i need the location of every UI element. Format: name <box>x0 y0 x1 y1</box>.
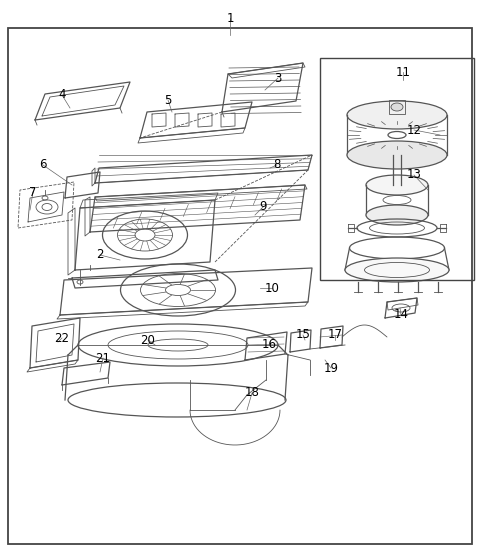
Ellipse shape <box>366 205 428 225</box>
Bar <box>389 100 405 114</box>
Ellipse shape <box>366 175 428 195</box>
Text: 7: 7 <box>29 185 37 199</box>
Text: 17: 17 <box>327 328 343 342</box>
Text: 1: 1 <box>226 12 234 24</box>
Text: 13: 13 <box>407 168 421 182</box>
Text: 9: 9 <box>259 200 267 214</box>
Text: 12: 12 <box>407 124 421 136</box>
Text: 14: 14 <box>394 309 408 321</box>
Ellipse shape <box>345 258 449 282</box>
Bar <box>320 58 474 280</box>
Text: 2: 2 <box>96 248 104 262</box>
Text: 5: 5 <box>164 93 172 107</box>
Text: 8: 8 <box>273 158 281 172</box>
Text: 20: 20 <box>141 333 156 347</box>
Ellipse shape <box>391 103 403 111</box>
Text: 19: 19 <box>324 362 338 374</box>
Text: 3: 3 <box>274 72 282 84</box>
Ellipse shape <box>347 141 447 169</box>
Text: 11: 11 <box>396 66 410 78</box>
Text: 6: 6 <box>39 158 47 172</box>
Text: 22: 22 <box>55 332 70 344</box>
Ellipse shape <box>388 131 406 139</box>
Text: 10: 10 <box>264 282 279 295</box>
Text: 18: 18 <box>245 386 259 400</box>
Text: 15: 15 <box>296 328 311 342</box>
Ellipse shape <box>347 101 447 129</box>
Text: 16: 16 <box>262 338 276 352</box>
Text: 21: 21 <box>96 352 110 364</box>
Text: 4: 4 <box>58 88 66 102</box>
